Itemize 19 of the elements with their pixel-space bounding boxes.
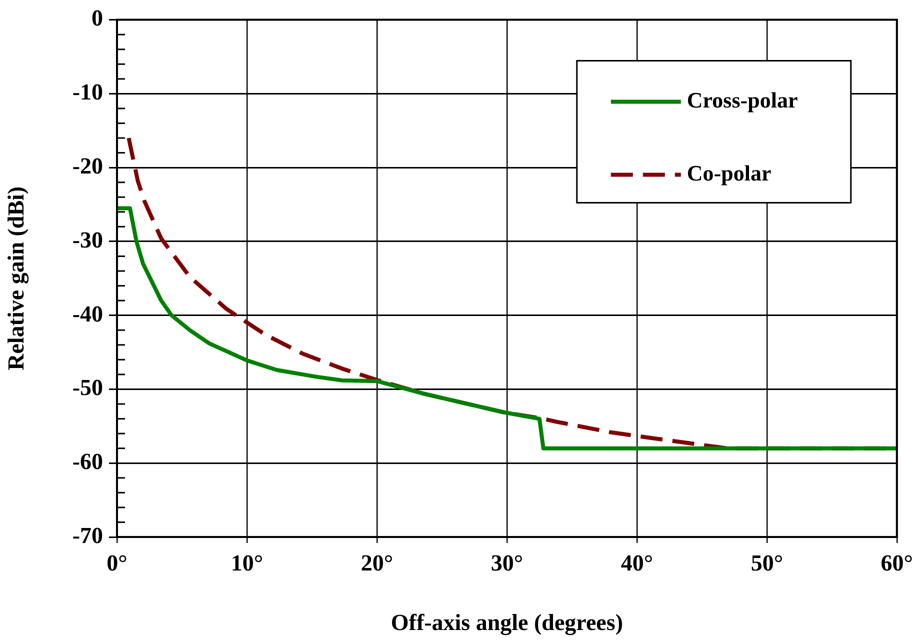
- y-tick-label: -30: [72, 227, 103, 252]
- y-tick-label: -10: [72, 80, 103, 105]
- x-tick-label: 20°: [360, 550, 394, 576]
- x-tick-label: 30°: [490, 550, 524, 576]
- x-tick-label: 0°: [106, 550, 128, 576]
- x-tick-label: 40°: [620, 550, 654, 576]
- y-tick-label: -40: [72, 301, 103, 326]
- y-tick-label: -50: [72, 375, 103, 400]
- y-tick-label: -60: [72, 449, 103, 474]
- x-axis-title: Off-axis angle (degrees): [390, 610, 623, 636]
- x-tick-label: 50°: [750, 550, 784, 576]
- x-tick-label: 10°: [230, 550, 264, 576]
- legend-label: Co-polar: [686, 160, 772, 186]
- y-axis-title: Relative gain (dBi): [4, 186, 30, 370]
- y-tick-label: -20: [72, 154, 103, 179]
- y-tick-label: -70: [72, 522, 103, 548]
- y-tick-label: 0: [92, 6, 103, 31]
- x-tick-label: 60°: [880, 550, 914, 576]
- legend-label: Cross-polar: [686, 87, 798, 112]
